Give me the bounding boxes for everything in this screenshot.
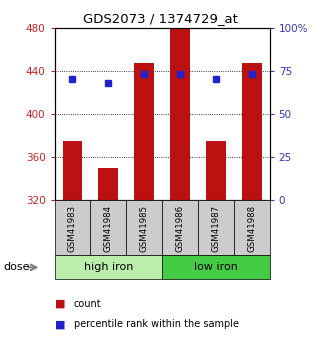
Text: GSM41987: GSM41987 [211, 205, 221, 252]
Bar [162, 255, 270, 279]
Text: ■: ■ [55, 319, 65, 329]
Text: GSM41988: GSM41988 [247, 205, 256, 252]
Bar [206, 141, 226, 200]
Bar [55, 200, 91, 255]
Text: GSM41985: GSM41985 [140, 205, 149, 252]
Bar [99, 168, 118, 200]
Bar [234, 200, 270, 255]
Text: GDS2073 / 1374729_at: GDS2073 / 1374729_at [83, 12, 238, 25]
Text: percentile rank within the sample: percentile rank within the sample [74, 319, 239, 329]
Bar [55, 255, 162, 279]
Bar [242, 63, 262, 200]
Text: high iron: high iron [84, 263, 133, 272]
Bar [91, 200, 126, 255]
Bar [134, 63, 154, 200]
Text: low iron: low iron [194, 263, 238, 272]
Bar [198, 200, 234, 255]
Text: GSM41986: GSM41986 [176, 205, 185, 252]
Bar [126, 200, 162, 255]
Text: dose: dose [3, 263, 30, 272]
Bar [63, 141, 82, 200]
Text: GSM41984: GSM41984 [104, 205, 113, 252]
Text: ■: ■ [55, 299, 65, 308]
Bar [170, 28, 190, 200]
Text: GSM41983: GSM41983 [68, 205, 77, 252]
Bar [162, 200, 198, 255]
Text: count: count [74, 299, 101, 308]
